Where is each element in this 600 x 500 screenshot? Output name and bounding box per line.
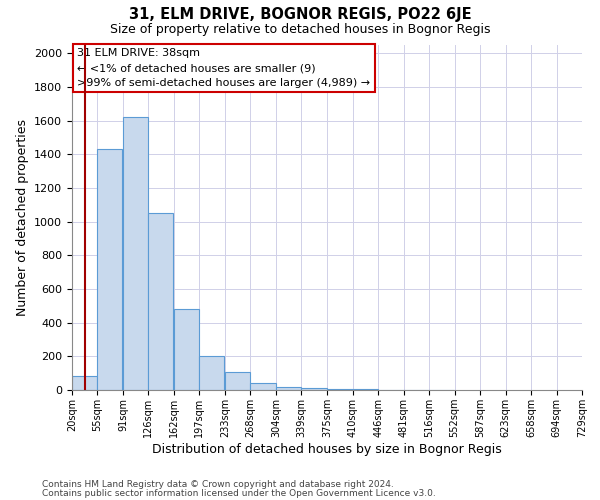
X-axis label: Distribution of detached houses by size in Bognor Regis: Distribution of detached houses by size … — [152, 442, 502, 456]
Bar — [250, 384, 275, 390]
Bar — [199, 356, 224, 390]
Y-axis label: Number of detached properties: Number of detached properties — [16, 119, 29, 316]
Bar — [148, 214, 173, 390]
Text: 31 ELM DRIVE: 38sqm
← <1% of detached houses are smaller (9)
>99% of semi-detach: 31 ELM DRIVE: 38sqm ← <1% of detached ho… — [77, 48, 370, 88]
Text: Size of property relative to detached houses in Bognor Regis: Size of property relative to detached ho… — [110, 22, 490, 36]
Bar — [225, 372, 250, 390]
Bar — [174, 309, 199, 390]
Bar — [97, 150, 122, 390]
Bar — [301, 388, 326, 390]
Text: 31, ELM DRIVE, BOGNOR REGIS, PO22 6JE: 31, ELM DRIVE, BOGNOR REGIS, PO22 6JE — [128, 8, 472, 22]
Text: Contains HM Land Registry data © Crown copyright and database right 2024.: Contains HM Land Registry data © Crown c… — [42, 480, 394, 489]
Bar — [328, 389, 353, 390]
Bar — [72, 376, 97, 390]
Bar — [276, 386, 301, 390]
Text: Contains public sector information licensed under the Open Government Licence v3: Contains public sector information licen… — [42, 488, 436, 498]
Bar — [123, 118, 148, 390]
